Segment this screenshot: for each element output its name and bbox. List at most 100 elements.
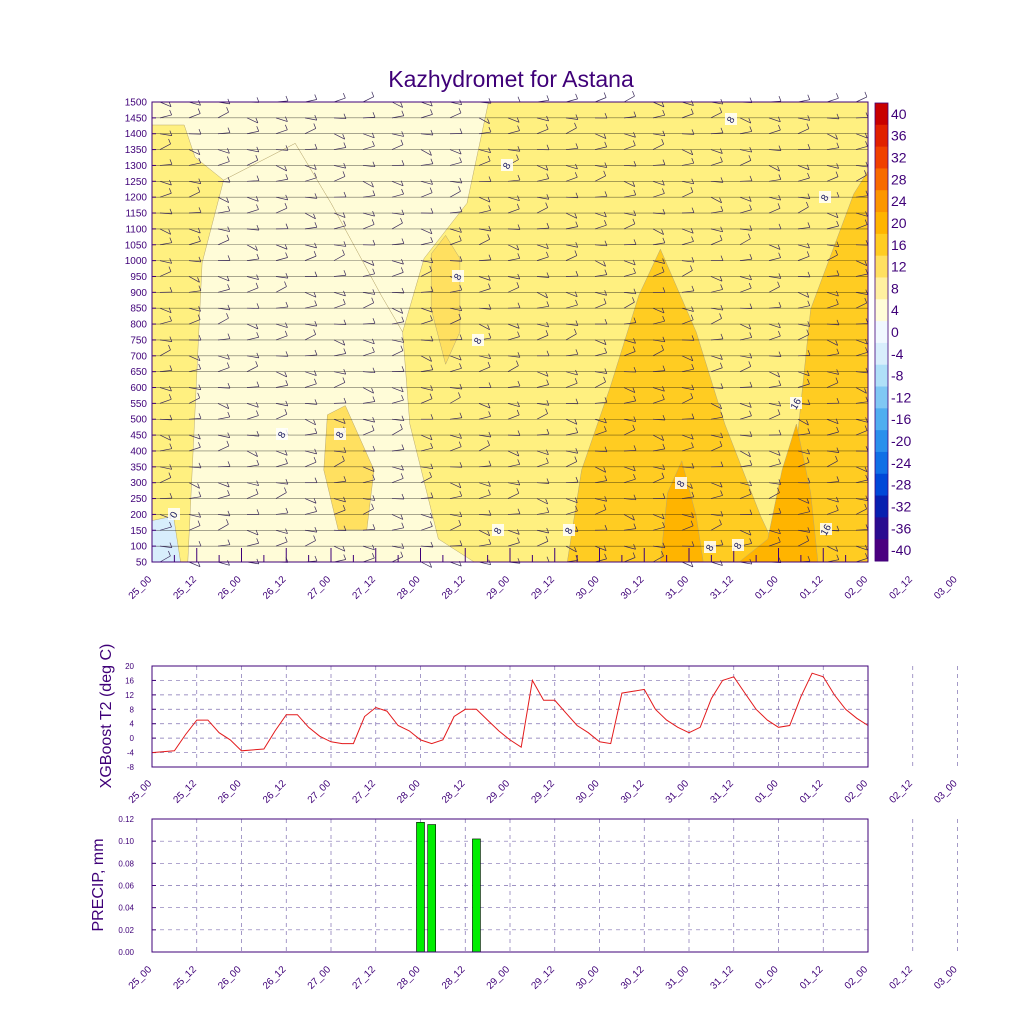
wind-barb-flag [516, 360, 519, 366]
wind-barb-flag [401, 287, 405, 294]
wind-barb [420, 447, 433, 452]
wind-barb-flag [836, 369, 840, 375]
wind-barb-flag [256, 410, 259, 416]
wind-barb [304, 226, 317, 230]
wind-barb [333, 418, 346, 424]
x-tick-label: 31_00 [664, 964, 692, 992]
wind-barb-flag [169, 188, 172, 194]
y-tick-label: 1400 [125, 129, 148, 140]
wind-barb-flag [864, 260, 868, 266]
x-tick-label: 31_12 [708, 964, 736, 992]
wind-barb [507, 414, 520, 420]
wind-barb-flag [604, 475, 608, 481]
wind-barb-flag [371, 219, 375, 225]
wind-barb [768, 414, 781, 420]
wind-barb-flag [227, 177, 231, 183]
wind-barb [623, 165, 637, 167]
wind-barb [159, 212, 172, 215]
x-tick-label: 27_12 [350, 964, 378, 992]
wind-barb-flag [633, 132, 636, 138]
wind-barb [188, 446, 201, 452]
wind-barb-flag [256, 126, 260, 132]
wind-barb [333, 545, 346, 552]
wind-barb-flag [372, 112, 376, 118]
wind-barb [652, 180, 665, 186]
wind-barb [855, 418, 868, 423]
wind-barb-flag [197, 355, 201, 361]
wind-barb-flag [284, 487, 287, 493]
wind-barb-flag [546, 350, 550, 356]
wind-barb [594, 195, 607, 198]
wind-barb-flag [575, 242, 579, 248]
wind-barb [623, 478, 636, 484]
wind-barb [594, 371, 607, 374]
wind-barb [420, 476, 432, 483]
wind-barb [478, 403, 491, 409]
wind-barb-flag [226, 234, 230, 241]
wind-barb [391, 243, 404, 246]
wind-barb-flag [488, 489, 491, 495]
wind-barb-flag [807, 300, 811, 306]
wind-barb-flag [546, 243, 549, 249]
wind-barb-flag [401, 209, 405, 215]
wind-barb-flag [459, 157, 462, 163]
wind-barb-flag [691, 541, 695, 547]
wind-barb-flag [256, 538, 259, 544]
wind-barb-flag [836, 398, 840, 404]
wind-barb [710, 434, 723, 439]
wind-barb-flag [661, 139, 665, 145]
wind-barb-flag [720, 362, 723, 368]
wind-barb [739, 450, 751, 458]
wind-barb-flag [807, 115, 811, 121]
wind-barb [217, 482, 230, 488]
wind-barb [623, 322, 636, 325]
wind-barb-flag [227, 411, 231, 418]
wind-barb-flag [516, 117, 520, 123]
wind-barb-flag [314, 172, 317, 178]
wind-barb-flag [865, 474, 869, 481]
wind-barb-flag [806, 498, 810, 504]
wind-barb [478, 465, 491, 468]
wind-barb-flag [285, 301, 289, 308]
wind-barb-flag [604, 162, 608, 168]
x-tick-label: 01_12 [798, 964, 826, 992]
wind-barb [275, 413, 288, 420]
wind-barb-flag [806, 251, 810, 257]
wind-barb [420, 561, 432, 568]
wind-barb-flag [401, 366, 405, 372]
wind-barb [507, 529, 520, 535]
wind-barb-flag [574, 497, 578, 503]
wind-barb-flag [633, 338, 636, 344]
wind-barb-flag [807, 350, 811, 356]
wind-barb [710, 387, 723, 389]
wind-barb-flag [545, 124, 549, 130]
wind-barb [739, 117, 751, 124]
wind-barb-flag [488, 460, 492, 466]
wind-barb [855, 224, 868, 230]
wind-barb [855, 387, 867, 394]
wind-barb-flag [662, 386, 665, 392]
wind-barb-flag [546, 457, 549, 464]
wind-barb [507, 463, 520, 468]
wind-barb-flag [806, 201, 809, 208]
wind-barb [536, 244, 549, 249]
wind-barb [536, 292, 548, 299]
wind-barb [594, 418, 607, 424]
wind-barb [159, 387, 172, 392]
wind-barb-flag [372, 268, 376, 274]
wind-barb [594, 97, 607, 103]
x-tick-label: 28_12 [440, 574, 468, 602]
wind-barb-flag [198, 413, 202, 419]
colorbar-label: -40 [891, 542, 911, 558]
wind-barb [449, 545, 463, 547]
wind-barb [246, 542, 259, 547]
wind-barb-flag [488, 353, 491, 359]
wind-barb-flag [719, 482, 723, 488]
wind-barb-flag [546, 449, 549, 455]
wind-barb-flag [169, 130, 173, 136]
wind-barb-flag [633, 395, 637, 402]
wind-barb-flag [633, 416, 637, 422]
wind-barb-flag [459, 433, 462, 439]
wind-barb-flag [285, 194, 289, 201]
wind-barb [826, 147, 839, 150]
